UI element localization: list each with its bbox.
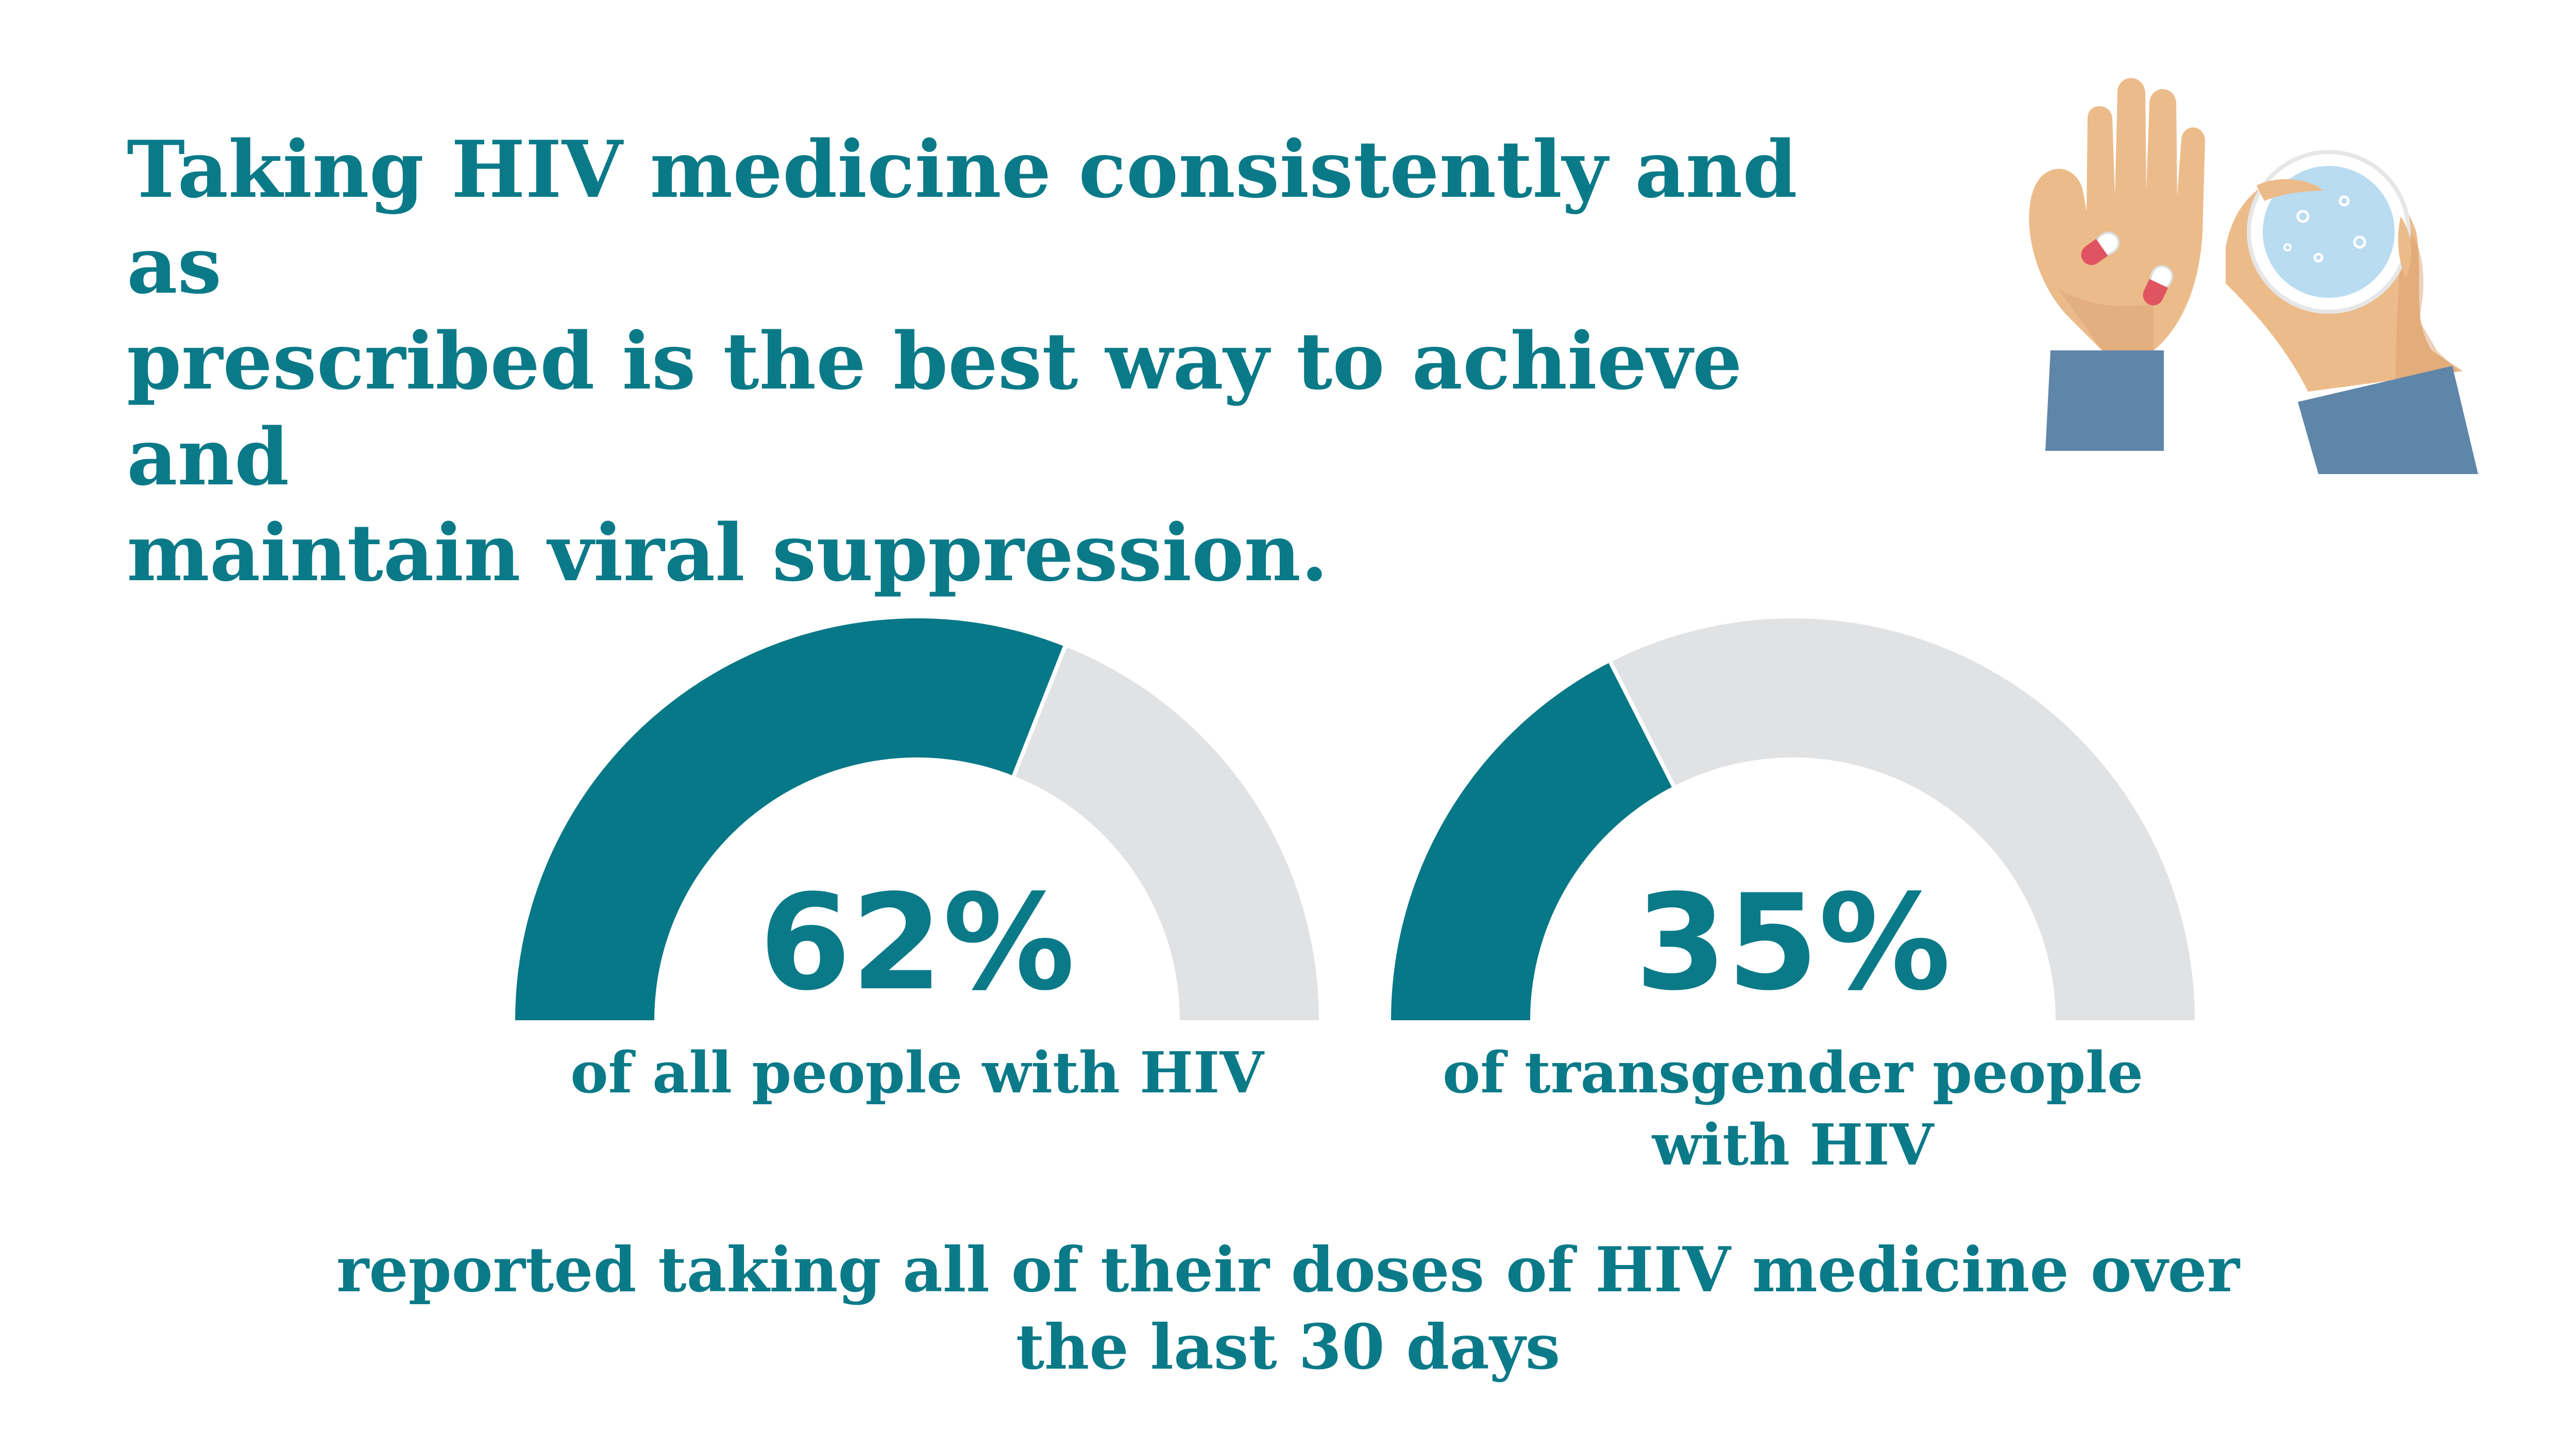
- gauge-divider: [1012, 646, 1067, 777]
- headline-line: maintain viral suppression.: [127, 507, 1328, 599]
- headline-line: prescribed is the best way to achieve an…: [127, 315, 1742, 503]
- gauge-chart: [1391, 618, 2195, 1020]
- gauge-caption-line: with HIV: [1652, 1111, 1934, 1178]
- gauge-caption: of transgender people with HIV: [1391, 1037, 2195, 1181]
- footer-line: reported taking all of their doses of HI…: [336, 1234, 2240, 1306]
- gauge-chart: [515, 618, 1319, 1020]
- gauge-caption-line: of transgender people: [1443, 1039, 2143, 1106]
- footer-note: reported taking all of their doses of HI…: [258, 1232, 2318, 1386]
- water-glass-icon: [2247, 150, 2411, 314]
- gauge-fill: [515, 618, 1065, 1020]
- right-sleeve: [2298, 366, 2478, 474]
- left-hand-icon: [2029, 78, 2205, 451]
- pill-icon: [2081, 231, 2120, 265]
- gauge-divider: [1608, 661, 1676, 787]
- hands-with-pills-and-water-glass-icon: [2029, 78, 2478, 474]
- footer-line: the last 30 days: [1015, 1311, 1561, 1384]
- headline: Taking HIV medicine consistently and as …: [127, 122, 1827, 601]
- gauge-caption: of all people with HIV: [515, 1037, 1319, 1109]
- pill-icon: [2143, 265, 2174, 306]
- gauge-fill: [1391, 662, 1674, 1020]
- gauge-transgender-people: 35% of transgender people with HIV: [1391, 618, 2195, 1185]
- gauge-value-label: 35%: [1635, 866, 1951, 1020]
- left-sleeve: [2045, 350, 2164, 451]
- gauge-caption-line: of all people with HIV: [570, 1039, 1264, 1106]
- headline-line: Taking HIV medicine consistently and as: [127, 123, 1798, 311]
- gauge-all-people: 62% of all people with HIV: [515, 618, 1319, 1185]
- gauge-value-label: 62%: [759, 866, 1075, 1020]
